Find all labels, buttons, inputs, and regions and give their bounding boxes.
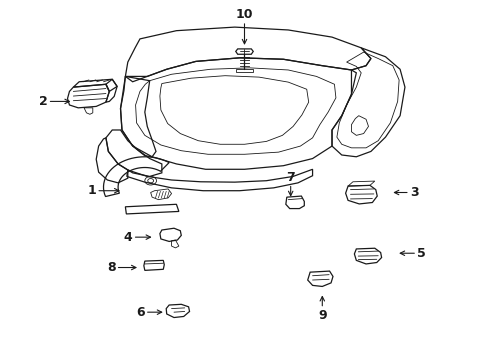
Text: 3: 3 bbox=[409, 186, 418, 199]
Text: 4: 4 bbox=[123, 231, 132, 244]
Text: 7: 7 bbox=[286, 171, 294, 184]
Text: 10: 10 bbox=[235, 8, 253, 21]
Text: 8: 8 bbox=[107, 261, 116, 274]
Text: 2: 2 bbox=[39, 95, 47, 108]
Text: 9: 9 bbox=[317, 309, 326, 321]
Text: 1: 1 bbox=[87, 184, 96, 197]
Text: 6: 6 bbox=[136, 306, 144, 319]
Text: 5: 5 bbox=[416, 247, 425, 260]
